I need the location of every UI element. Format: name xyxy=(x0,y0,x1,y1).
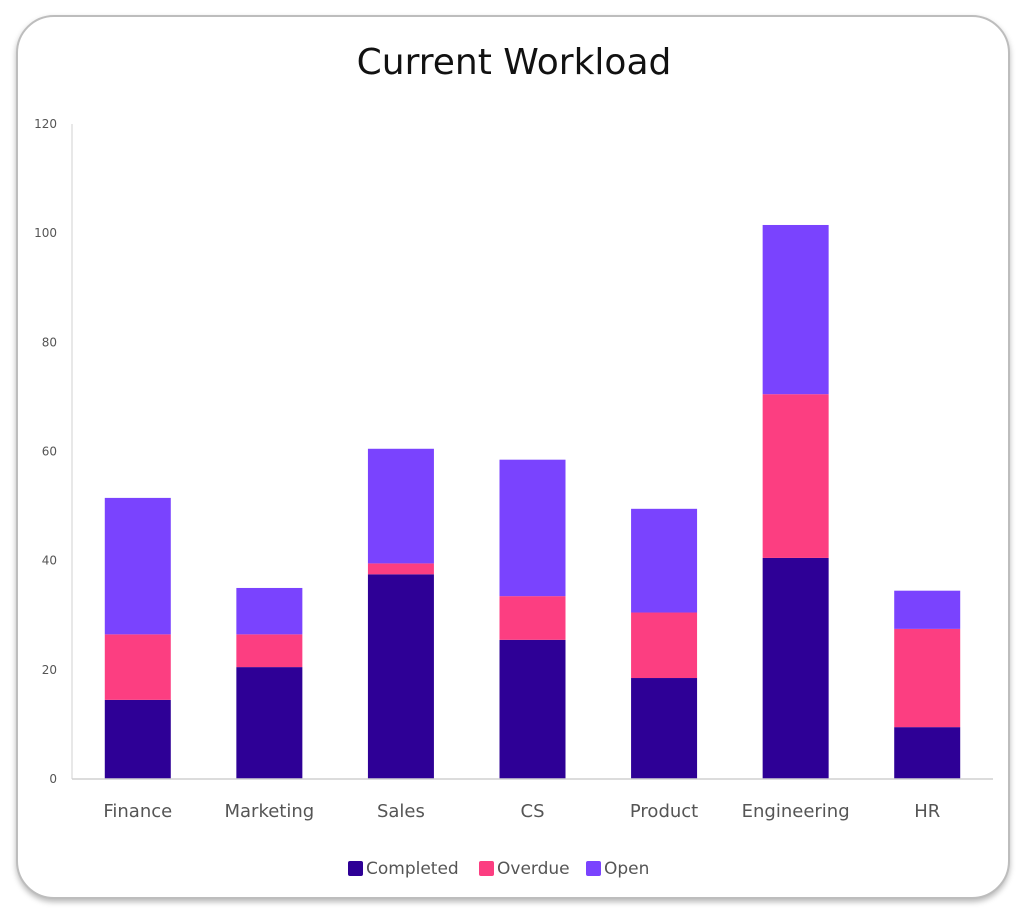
legend: Completed Overdue Open xyxy=(348,859,649,879)
y-tick-label: 100 xyxy=(34,226,57,240)
bar-sales-overdue xyxy=(367,563,434,575)
bar-product-open xyxy=(631,508,698,613)
legend-swatch-overdue xyxy=(479,861,494,876)
legend-label-open: Open xyxy=(604,859,649,879)
x-tick-label: Marketing xyxy=(224,801,314,822)
legend-label-overdue: Overdue xyxy=(497,859,570,879)
bar-engineering-completed xyxy=(762,557,829,779)
bar-product-overdue xyxy=(631,612,698,679)
x-tick-label: Product xyxy=(630,801,698,822)
bar-engineering-overdue xyxy=(762,394,829,558)
y-tick-label: 80 xyxy=(42,335,57,349)
bar-marketing-completed xyxy=(236,667,303,779)
y-tick-label: 40 xyxy=(42,554,57,568)
x-axis: Finance Marketing Sales CS Product Engineerin… xyxy=(72,778,993,822)
bar-sales-open xyxy=(367,448,434,564)
bar-engineering-open xyxy=(762,224,829,395)
x-tick-label: Engineering xyxy=(742,801,850,822)
y-tick-label: 120 xyxy=(34,117,57,131)
y-tick-label: 0 xyxy=(49,772,57,786)
bar-cs-overdue xyxy=(499,596,566,640)
bar-marketing-open xyxy=(236,587,303,635)
bar-cs-open xyxy=(499,459,566,597)
bar-hr-overdue xyxy=(894,628,961,728)
bar-sales-completed xyxy=(367,574,434,779)
x-tick-label: Finance xyxy=(103,801,172,822)
legend-swatch-completed xyxy=(348,861,363,876)
bars-group xyxy=(104,224,961,779)
chart-title: Current Workload xyxy=(357,42,672,83)
bar-product-completed xyxy=(631,678,698,779)
bar-cs-completed xyxy=(499,639,566,779)
y-axis: 0 20 40 60 80 100 120 xyxy=(34,117,73,786)
x-tick-label: Sales xyxy=(377,801,425,822)
bar-hr-open xyxy=(894,590,961,629)
bar-marketing-overdue xyxy=(236,634,303,668)
bar-finance-completed xyxy=(104,699,171,779)
legend-label-completed: Completed xyxy=(366,859,459,879)
bar-finance-open xyxy=(104,497,171,635)
legend-swatch-open xyxy=(586,861,601,876)
x-tick-label: HR xyxy=(914,801,940,822)
y-tick-label: 60 xyxy=(42,445,57,459)
bar-finance-overdue xyxy=(104,634,171,700)
bar-hr-completed xyxy=(894,727,961,779)
x-tick-label: CS xyxy=(521,801,545,822)
y-tick-label: 20 xyxy=(42,663,57,677)
